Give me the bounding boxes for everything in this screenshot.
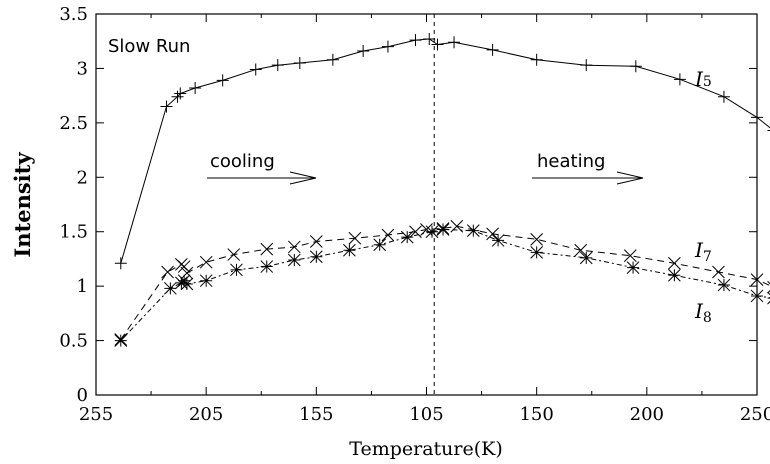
y-tick-label: 1: [77, 276, 88, 297]
data-point-i8: [373, 238, 387, 252]
data-point-i7: [530, 232, 544, 246]
data-point-i7: [409, 225, 422, 239]
x-tick-label: 205: [189, 404, 223, 425]
data-point-i8: [400, 230, 414, 244]
y-tick-label: 0.5: [59, 331, 88, 352]
data-point-i8: [114, 334, 128, 347]
data-point-i5: [271, 59, 284, 72]
data-point-i8: [199, 274, 213, 288]
y-tick-label: 3: [77, 58, 88, 79]
data-point-i5: [448, 36, 461, 49]
data-point-i8: [425, 225, 439, 239]
data-point-i7: [712, 265, 725, 279]
cooling-arrow: [207, 171, 317, 185]
data-point-i5: [326, 53, 339, 66]
series-i7: [114, 219, 770, 346]
data-point-i8: [530, 246, 544, 259]
x-tick-label: 105: [409, 404, 443, 425]
data-point-i5: [431, 38, 444, 51]
x-tick-label: 250: [740, 404, 770, 425]
series-label-i5: I5: [694, 67, 712, 91]
data-point-i5: [249, 63, 262, 76]
data-point-i5: [381, 40, 394, 53]
data-point-i8: [750, 289, 764, 303]
data-point-i8: [309, 250, 323, 264]
x-tick-label: 255: [79, 404, 113, 425]
x-tick-label: 155: [299, 404, 333, 425]
data-point-i8: [164, 281, 177, 295]
y-tick-label: 3.5: [59, 4, 88, 25]
data-point-i8: [491, 234, 505, 247]
data-point-i7: [309, 235, 323, 248]
heating-arrow: [532, 171, 644, 185]
data-point-i7: [227, 248, 241, 261]
data-point-i7: [668, 256, 681, 270]
series-line-i8: [120, 228, 770, 341]
y-tick-label: 1.5: [59, 222, 88, 243]
series-line-i5: [120, 38, 770, 264]
series-label-i7: I7: [694, 238, 712, 265]
data-point-i7: [381, 228, 395, 242]
data-point-i5: [717, 90, 730, 103]
plot-frame: [95, 13, 758, 396]
data-point-i7: [260, 242, 274, 256]
data-point-i8: [287, 253, 301, 267]
x-tick-label: 150: [519, 404, 553, 425]
data-point-i8: [436, 223, 450, 236]
data-point-i5: [486, 43, 499, 56]
x-axis-title: Temperature(K): [349, 438, 503, 460]
data-point-i5: [160, 100, 173, 113]
data-point-i8: [230, 263, 243, 277]
data-point-i5: [171, 90, 184, 103]
data-point-i8: [668, 268, 681, 282]
data-point-i5: [530, 53, 543, 66]
data-point-i5: [673, 73, 686, 86]
data-point-i7: [486, 227, 499, 241]
y-tick-label: 0: [77, 385, 88, 406]
axis-ticks: 0 0.5 1 1.5 2 2.5 3 3.5 255 205 155 105 150 200 250: [59, 4, 770, 425]
data-point-i5: [357, 45, 370, 58]
data-point-i7: [180, 266, 194, 280]
heating-label: heating: [537, 151, 605, 172]
series-i8: [114, 223, 770, 347]
data-point-i7: [199, 255, 213, 269]
data-point-i5: [174, 87, 187, 100]
data-point-i7: [574, 243, 588, 257]
data-point-i8: [180, 277, 194, 291]
data-point-i8: [717, 278, 731, 292]
y-axis-title: Intensity: [10, 152, 35, 258]
data-point-i5: [114, 257, 127, 270]
data-point-i7: [348, 231, 362, 245]
series-i5: [114, 33, 770, 270]
data-point-i5: [423, 33, 436, 46]
data-point-i7: [287, 240, 301, 254]
y-tick-label: 2.5: [59, 113, 88, 134]
series-line-i7: [120, 225, 770, 340]
data-point-i7: [623, 249, 637, 263]
data-point-i5: [629, 60, 642, 73]
panel-label: Slow Run: [108, 36, 190, 57]
data-point-i5: [409, 34, 422, 47]
data-point-i5: [751, 111, 763, 124]
data-point-i8: [466, 224, 480, 237]
data-point-i8: [579, 251, 593, 265]
data-point-i8: [260, 260, 274, 273]
cooling-label: cooling: [210, 151, 275, 172]
data-point-i5: [293, 56, 306, 69]
data-point-i8: [626, 261, 640, 274]
data-point-i5: [580, 59, 593, 72]
data-point-i7: [161, 265, 174, 279]
data-point-i7: [177, 260, 191, 273]
data-point-i8: [343, 243, 356, 257]
y-tick-label: 2: [77, 167, 88, 188]
data-point-i5: [216, 74, 229, 87]
x-tick-label: 200: [630, 404, 664, 425]
series-group: [114, 33, 770, 347]
series-label-i8: I8: [694, 299, 712, 326]
data-point-i7: [750, 273, 764, 286]
data-point-i5: [189, 82, 202, 95]
